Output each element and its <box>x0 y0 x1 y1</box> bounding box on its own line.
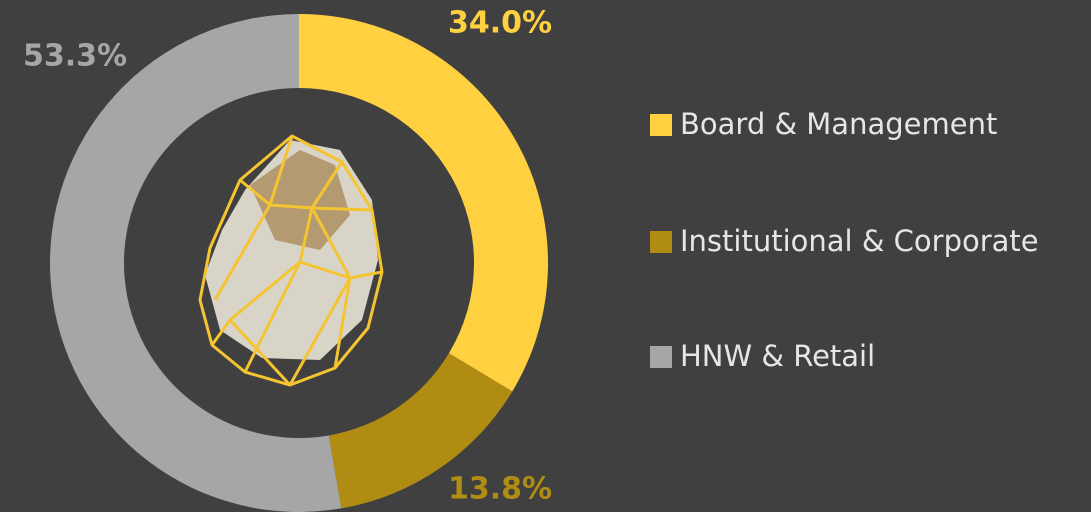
legend-label: HNW & Retail <box>680 339 875 373</box>
value-label: 53.3% <box>23 39 127 74</box>
rock-vein <box>250 150 350 250</box>
wireframe <box>198 134 384 387</box>
center-illustration <box>198 134 384 387</box>
value-label: 13.8% <box>448 472 552 507</box>
legend-label: Board & Management <box>680 107 997 141</box>
legend-swatch <box>650 114 672 136</box>
legend-label: Institutional & Corporate <box>680 224 1039 258</box>
donut-segment <box>49 14 342 512</box>
legend-swatch <box>650 346 672 368</box>
value-label: 34.0% <box>448 6 552 41</box>
donut-segment <box>299 14 548 392</box>
donut-segment <box>328 353 513 509</box>
legend-swatch <box>650 231 672 253</box>
